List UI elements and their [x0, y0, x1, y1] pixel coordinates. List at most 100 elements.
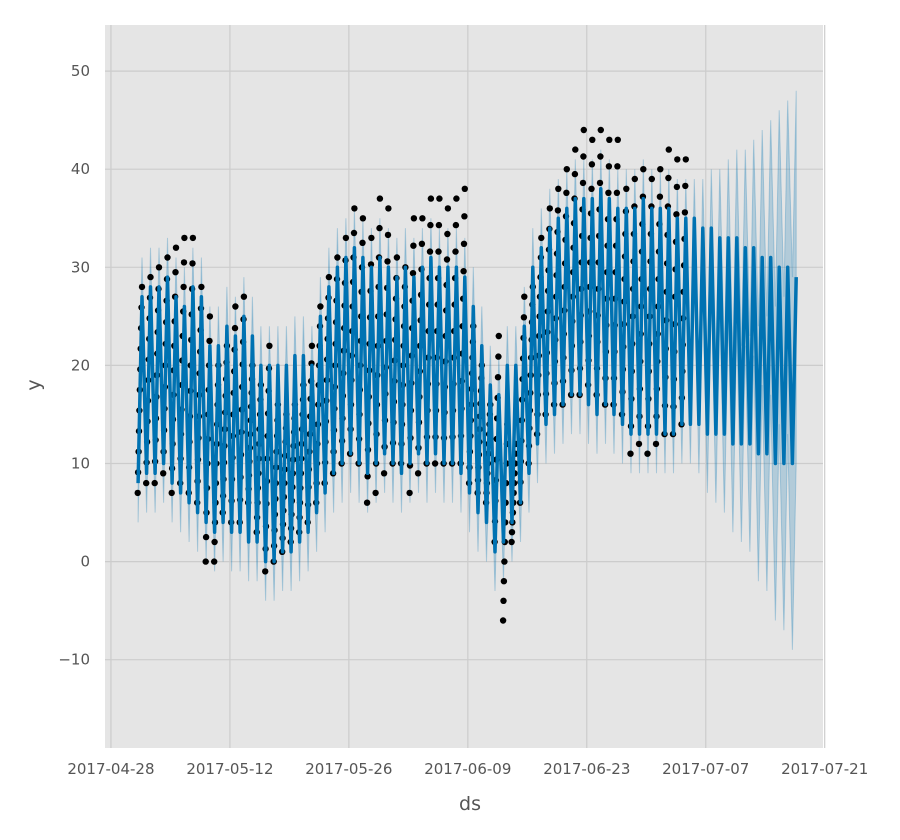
observed-point	[453, 195, 460, 202]
observed-point	[151, 479, 158, 487]
observed-point	[143, 479, 150, 487]
observed-point	[189, 234, 197, 242]
x-tick-label: 2017-06-09	[424, 760, 511, 778]
observed-point	[508, 538, 515, 546]
y-tick-label: 0	[80, 553, 90, 571]
observed-point	[406, 489, 413, 497]
observed-point	[410, 215, 418, 222]
observed-point	[206, 313, 214, 320]
observed-point	[160, 470, 167, 477]
observed-point	[656, 193, 664, 200]
observed-point	[206, 337, 213, 345]
x-tick-label: 2017-07-21	[781, 760, 868, 778]
observed-point	[572, 146, 579, 153]
observed-point	[232, 303, 239, 310]
observed-point	[427, 221, 434, 229]
observed-point	[317, 303, 324, 310]
observed-point	[134, 489, 141, 497]
observed-point	[460, 268, 467, 275]
observed-point	[418, 240, 426, 247]
observed-point	[588, 161, 596, 168]
observed-point	[351, 205, 358, 212]
observed-point	[605, 189, 612, 196]
observed-point	[380, 470, 388, 477]
observed-point	[635, 440, 643, 448]
observed-point	[431, 460, 439, 467]
observed-point	[555, 185, 562, 192]
observed-point	[325, 273, 333, 281]
observed-point	[202, 558, 209, 565]
forecast-line	[136, 187, 798, 564]
observed-point	[579, 179, 587, 187]
observed-point	[546, 205, 553, 212]
observed-point	[571, 170, 579, 178]
observed-point	[580, 126, 587, 134]
y-axis-label: y	[23, 379, 45, 390]
observed-point	[673, 183, 681, 191]
observed-point	[426, 248, 434, 255]
observed-point	[674, 156, 681, 163]
observed-point	[461, 185, 468, 192]
x-tick-label: 2017-05-12	[186, 760, 273, 778]
y-tick-label: 10	[71, 455, 90, 473]
x-tick-label: 2017-04-28	[67, 760, 154, 778]
observed-point	[588, 185, 595, 192]
observed-point	[606, 136, 613, 143]
y-tick-label: −10	[58, 651, 90, 669]
observed-point	[384, 231, 392, 239]
observed-point	[605, 163, 613, 170]
observed-point	[172, 269, 179, 276]
observed-point	[665, 146, 672, 153]
observed-point	[147, 273, 154, 281]
observed-point	[350, 229, 358, 237]
observed-point	[367, 261, 375, 268]
observed-point	[368, 234, 375, 242]
observed-point	[554, 207, 562, 214]
observed-point	[172, 244, 180, 251]
observed-point	[444, 205, 452, 212]
observed-point	[444, 230, 451, 238]
observed-point	[521, 293, 528, 300]
observed-point	[385, 205, 392, 212]
observed-point	[460, 240, 468, 247]
observed-point	[508, 529, 516, 536]
observed-point	[495, 353, 502, 360]
observed-point	[211, 558, 218, 565]
x-tick-label: 2017-06-23	[543, 760, 630, 778]
observed-point	[597, 126, 604, 134]
observed-point	[409, 270, 417, 277]
observed-point	[499, 617, 507, 624]
observed-point	[363, 499, 371, 506]
observed-point	[308, 342, 316, 349]
observed-point	[334, 254, 341, 261]
observed-point	[682, 182, 689, 190]
observed-point	[168, 489, 175, 497]
observed-point	[372, 489, 379, 497]
axis-ticks: 2017-04-28 2017-05-12 2017-05-26 2017-06-09…	[58, 62, 868, 778]
y-tick-label: 20	[71, 356, 90, 374]
observed-point	[631, 175, 638, 183]
observed-point	[359, 215, 367, 222]
observed-point	[500, 597, 507, 604]
observed-point	[436, 195, 443, 202]
observed-point	[427, 195, 435, 202]
observed-point	[614, 163, 621, 170]
y-tick-label: 30	[71, 258, 90, 276]
observed-point	[648, 175, 655, 183]
observed-point	[376, 224, 383, 232]
observed-point	[211, 538, 218, 546]
observed-point	[164, 254, 171, 261]
observed-point	[673, 211, 680, 218]
observed-point	[435, 221, 443, 229]
observed-point	[665, 174, 672, 182]
observed-point	[682, 156, 689, 163]
observed-point	[410, 242, 417, 249]
observed-point	[376, 195, 384, 202]
observed-point	[240, 293, 248, 300]
observed-point	[155, 264, 163, 271]
observed-point	[520, 314, 528, 321]
observed-point	[580, 153, 587, 160]
observed-point	[495, 332, 502, 340]
observed-point	[266, 342, 273, 349]
observed-point	[231, 324, 239, 332]
